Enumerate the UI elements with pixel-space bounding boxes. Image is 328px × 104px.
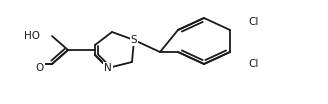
Text: O: O — [36, 63, 44, 73]
Text: N: N — [104, 63, 112, 73]
Text: Cl: Cl — [248, 59, 258, 69]
Text: S: S — [131, 35, 137, 45]
Text: Cl: Cl — [248, 17, 258, 27]
Text: HO: HO — [24, 31, 40, 41]
